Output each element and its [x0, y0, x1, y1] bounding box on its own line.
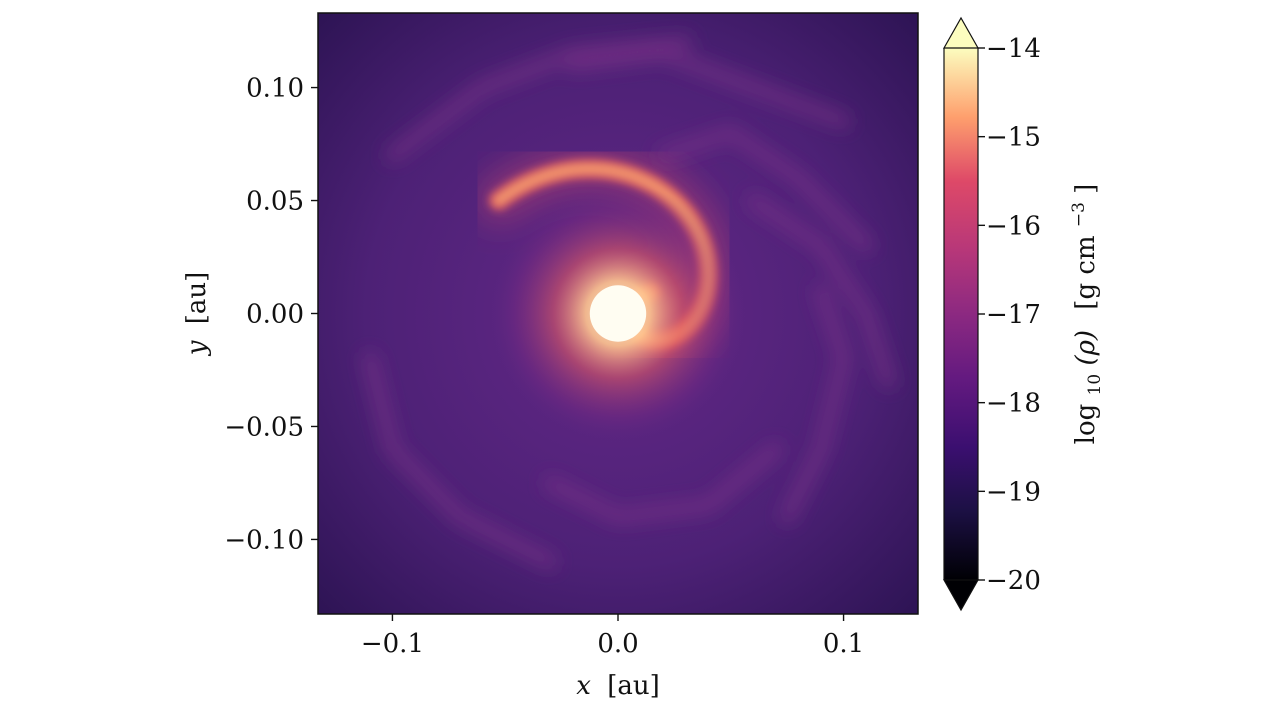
- y-tick-label: 0.10: [246, 74, 304, 104]
- x-axis-unit: [au]: [607, 671, 660, 701]
- colorbar-label: log 10 (ρ) [g cm −3 ]: [1061, 184, 1107, 445]
- colorbar-tick-label: −16: [986, 211, 1041, 241]
- colorbar-ticks: −14 −15 −16 −17 −18 −19 −20: [978, 34, 1041, 596]
- colorbar-gradient: [944, 48, 978, 580]
- y-tick-label: 0.05: [246, 187, 304, 217]
- cb-label-close: ]: [1071, 184, 1101, 194]
- cb-label-prefix: log: [1071, 404, 1101, 445]
- y-tick-label: −0.05: [224, 412, 304, 442]
- x-axis-ticks: −0.1 0.0 0.1: [361, 614, 864, 659]
- plot-area: [318, 13, 918, 614]
- y-tick-label: −0.10: [224, 525, 304, 555]
- colorbar-tick-label: −17: [986, 300, 1041, 330]
- cb-label-unit: [g cm: [1071, 235, 1101, 309]
- y-tick-label: 0.00: [246, 300, 304, 330]
- colorbar-tick-label: −15: [986, 123, 1041, 153]
- colorbar-tick-label: −18: [986, 389, 1041, 419]
- y-axis-unit: [au]: [182, 272, 212, 325]
- y-axis-label: y [au]: [182, 272, 212, 357]
- colorbar: −14 −15 −16 −17 −18 −19 −20 log 10 (ρ) [g cm −…: [942, 16, 1107, 612]
- central-star: [589, 285, 647, 342]
- x-tick-label: −0.1: [361, 629, 424, 659]
- y-axis-var: y: [182, 340, 212, 356]
- colorbar-extend-bottom: [942, 579, 980, 612]
- diffuse-filaments: [362, 35, 896, 569]
- colorbar-extend-top: [942, 16, 980, 49]
- cb-label-sub: 10: [1085, 374, 1105, 396]
- colorbar-tick-label: −19: [986, 477, 1041, 507]
- x-tick-label: 0.0: [597, 629, 638, 659]
- x-tick-label: 0.1: [823, 629, 864, 659]
- x-axis-var: x: [576, 671, 591, 701]
- y-axis-ticks: 0.10 0.05 0.00 −0.05 −0.10: [224, 74, 318, 555]
- x-axis-label: x [au]: [576, 671, 659, 701]
- colorbar-tick-label: −14: [986, 34, 1041, 64]
- cb-label-exp: −3: [1069, 202, 1089, 227]
- cb-label-arg: (ρ): [1071, 330, 1101, 366]
- colorbar-tick-label: −20: [986, 566, 1041, 596]
